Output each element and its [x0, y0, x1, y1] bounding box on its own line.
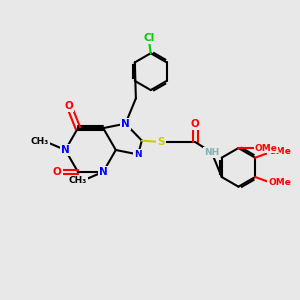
Text: S: S	[158, 137, 165, 147]
Text: O: O	[64, 101, 74, 111]
Text: O: O	[191, 119, 200, 129]
Text: OMe: OMe	[268, 178, 291, 188]
Text: N: N	[121, 119, 130, 129]
Text: OMe: OMe	[255, 143, 278, 152]
Text: N: N	[61, 145, 70, 155]
Text: Cl: Cl	[144, 33, 155, 43]
Text: CH₃: CH₃	[69, 176, 87, 185]
Text: CH₃: CH₃	[31, 136, 49, 146]
Text: N: N	[99, 167, 108, 177]
Text: O: O	[53, 167, 62, 177]
Text: OMe: OMe	[268, 147, 291, 156]
Text: N: N	[134, 150, 142, 159]
Text: NH: NH	[204, 148, 219, 157]
